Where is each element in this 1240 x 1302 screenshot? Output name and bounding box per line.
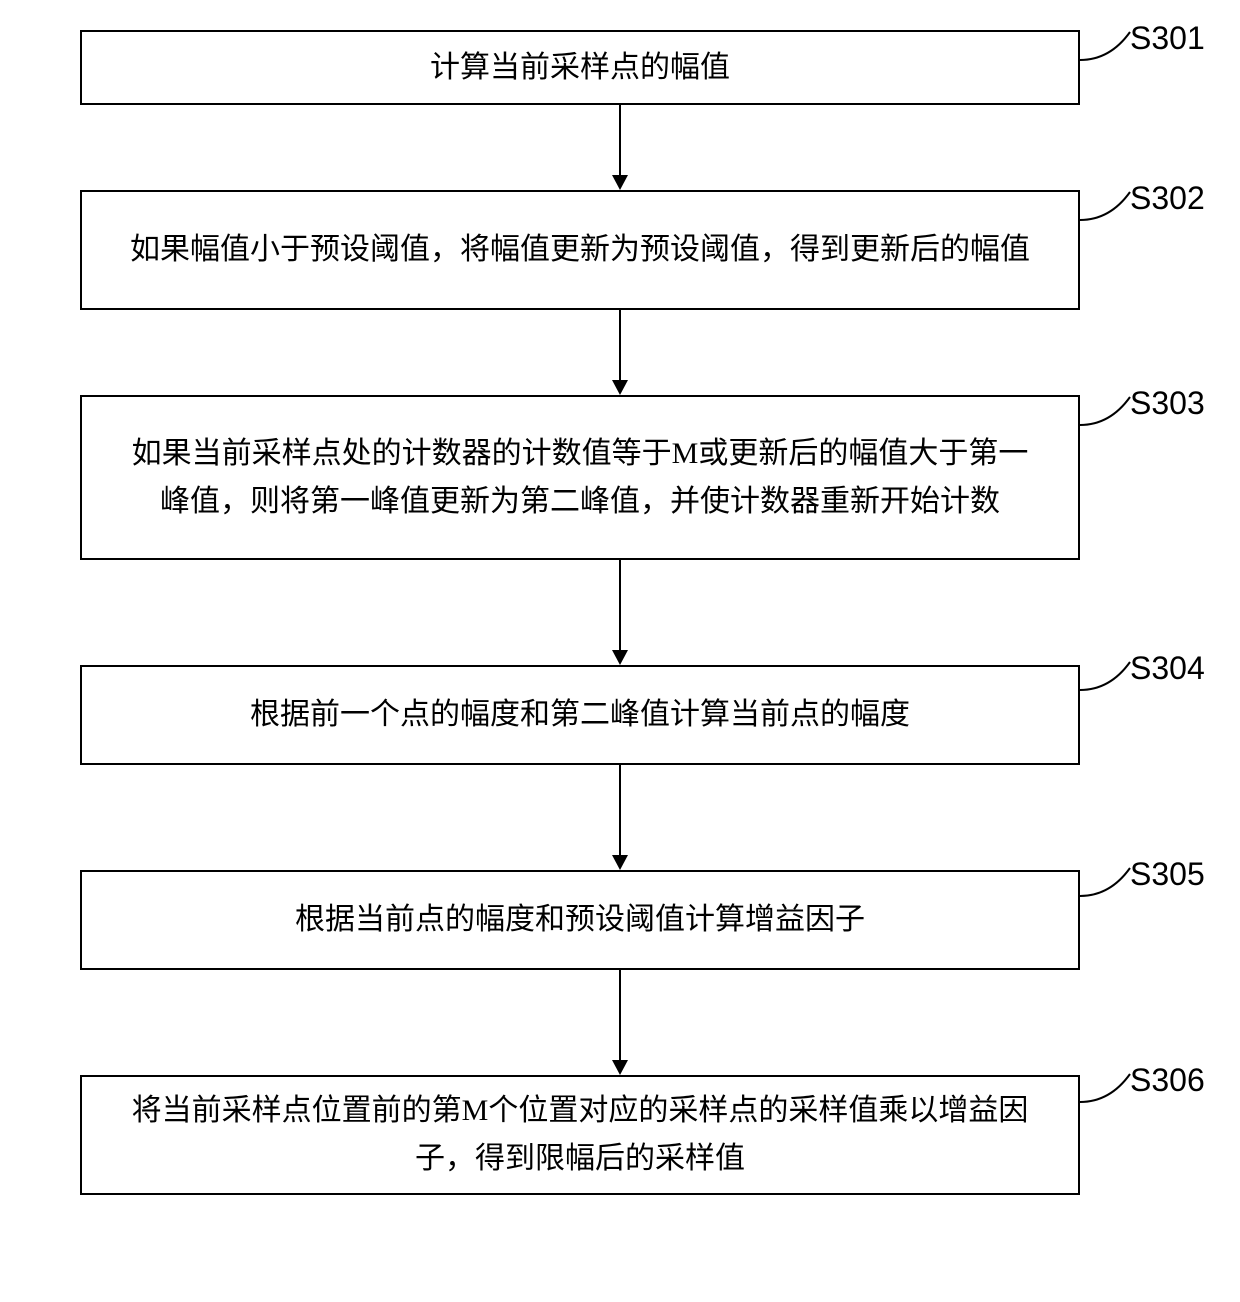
step-text: 将当前采样点位置前的第M个位置对应的采样点的采样值乘以增益因子，得到限幅后的采样… xyxy=(122,1087,1038,1183)
step-box-s305: 根据当前点的幅度和预设阈值计算增益因子 xyxy=(80,870,1080,970)
step-text: 根据前一个点的幅度和第二峰值计算当前点的幅度 xyxy=(250,691,910,739)
leader-line-s301 xyxy=(1080,30,1135,67)
step-text: 如果当前采样点处的计数器的计数值等于M或更新后的幅值大于第一峰值，则将第一峰值更… xyxy=(122,430,1038,526)
step-box-s302: 如果幅值小于预设阈值，将幅值更新为预设阈值，得到更新后的幅值 xyxy=(80,190,1080,310)
step-label-s304: S304 xyxy=(1130,650,1205,687)
step-text: 计算当前采样点的幅值 xyxy=(430,44,730,92)
step-box-s303: 如果当前采样点处的计数器的计数值等于M或更新后的幅值大于第一峰值，则将第一峰值更… xyxy=(80,395,1080,560)
step-label-s301: S301 xyxy=(1130,20,1205,57)
leader-line-s305 xyxy=(1080,866,1135,903)
step-label-s305: S305 xyxy=(1130,856,1205,893)
connector-arrow xyxy=(608,105,632,190)
step-text: 如果幅值小于预设阈值，将幅值更新为预设阈值，得到更新后的幅值 xyxy=(130,226,1030,274)
step-box-s304: 根据前一个点的幅度和第二峰值计算当前点的幅度 xyxy=(80,665,1080,765)
connector-arrow xyxy=(608,970,632,1075)
step-label-s303: S303 xyxy=(1130,385,1205,422)
step-box-s306: 将当前采样点位置前的第M个位置对应的采样点的采样值乘以增益因子，得到限幅后的采样… xyxy=(80,1075,1080,1195)
connector-arrow xyxy=(608,310,632,395)
connector-arrow xyxy=(608,560,632,665)
leader-line-s303 xyxy=(1080,395,1135,432)
leader-line-s306 xyxy=(1080,1072,1135,1109)
leader-line-s302 xyxy=(1080,190,1135,227)
connector-arrow xyxy=(608,765,632,870)
leader-line-s304 xyxy=(1080,660,1135,697)
step-text: 根据当前点的幅度和预设阈值计算增益因子 xyxy=(295,896,865,944)
flowchart-container: 计算当前采样点的幅值 S301 如果幅值小于预设阈值，将幅值更新为预设阈值，得到… xyxy=(0,0,1240,1302)
step-box-s301: 计算当前采样点的幅值 xyxy=(80,30,1080,105)
step-label-s306: S306 xyxy=(1130,1062,1205,1099)
step-label-s302: S302 xyxy=(1130,180,1205,217)
